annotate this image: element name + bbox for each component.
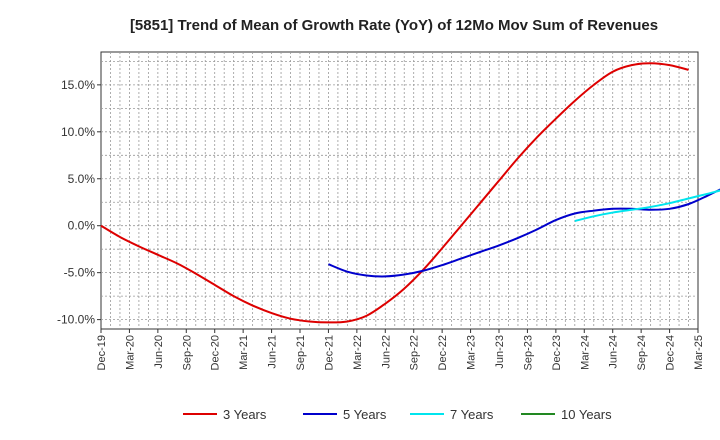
x-tick-label: Sep-21 — [295, 335, 307, 370]
x-tick-label: Dec-21 — [323, 335, 335, 370]
x-tick-label: Sep-24 — [636, 335, 648, 370]
x-tick-label: Mar-20 — [124, 335, 136, 370]
x-tick-label: Sep-22 — [409, 335, 421, 370]
x-tick-label: Jun-22 — [380, 335, 392, 369]
x-tick-label: Jun-24 — [608, 335, 620, 369]
legend-label: 3 Years — [223, 407, 267, 422]
y-tick-label: 15.0% — [61, 78, 95, 92]
x-tick-label: Mar-23 — [466, 335, 478, 370]
y-tick-label: -10.0% — [57, 313, 95, 327]
x-axis: Dec-19 Mar-20 Jun-20 Sep-20 Dec-20 Mar-21 Jun-… — [96, 329, 705, 370]
x-tick-label: Sep-20 — [181, 335, 193, 370]
series-line-5-years — [328, 188, 720, 278]
y-tick-label: 10.0% — [61, 125, 95, 139]
legend-label: 10 Years — [561, 407, 612, 422]
y-tick-label: -5.0% — [64, 266, 96, 280]
legend-label: 5 Years — [343, 407, 387, 422]
chart-title: [5851] Trend of Mean of Growth Rate (YoY… — [130, 17, 658, 34]
x-tick-label: Mar-21 — [238, 335, 250, 370]
x-tick-label: Mar-22 — [352, 335, 364, 370]
x-tick-label: Dec-23 — [551, 335, 563, 370]
series-line-3-years — [100, 62, 689, 324]
series-group — [100, 62, 720, 324]
legend: 3 Years 5 Years 7 Years 10 Years — [183, 407, 612, 422]
x-tick-label: Jun-23 — [494, 335, 506, 369]
x-tick-label: Dec-24 — [665, 335, 677, 370]
y-axis: -10.0% -5.0% 0.0% 5.0% 10.0% 15.0% — [57, 78, 101, 327]
x-tick-label: Mar-24 — [579, 335, 591, 370]
x-tick-label: Dec-20 — [210, 335, 222, 370]
y-tick-label: 0.0% — [68, 219, 96, 233]
x-tick-label: Dec-19 — [96, 335, 108, 370]
legend-label: 7 Years — [450, 407, 494, 422]
plot-area — [100, 51, 699, 330]
x-tick-label: Jun-21 — [267, 335, 279, 369]
series-line-7-years — [574, 189, 720, 222]
x-tick-label: Dec-22 — [437, 335, 449, 370]
grid — [101, 52, 698, 329]
x-tick-label: Jun-20 — [153, 335, 165, 369]
x-tick-label: Sep-23 — [522, 335, 534, 370]
y-tick-label: 5.0% — [68, 172, 96, 186]
x-tick-label: Mar-25 — [693, 335, 705, 370]
